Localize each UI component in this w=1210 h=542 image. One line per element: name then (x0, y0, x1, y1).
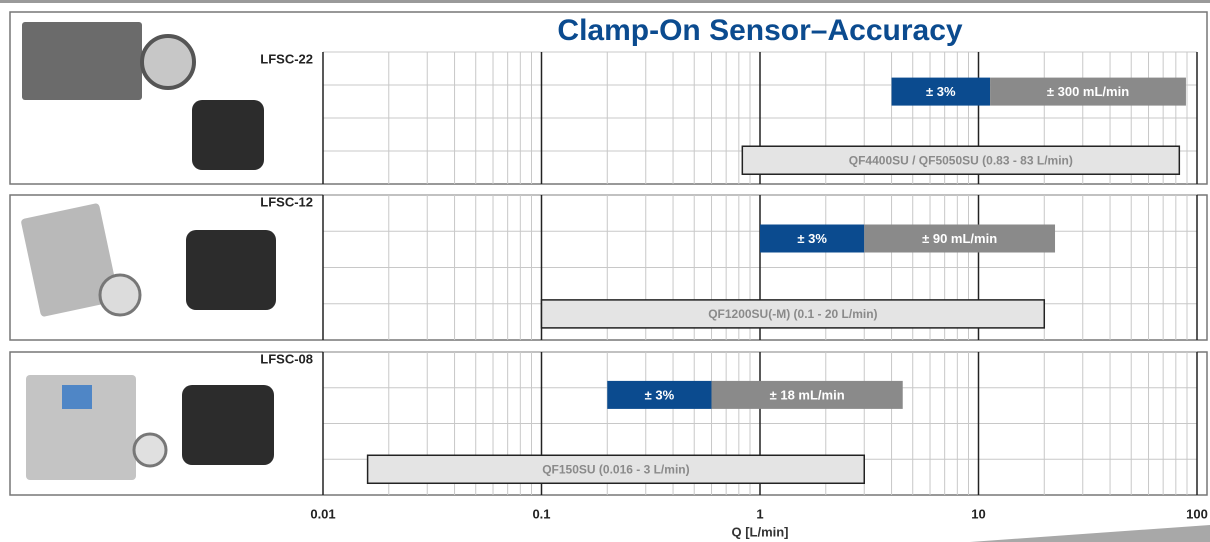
bar-label: ± 3% (797, 231, 827, 246)
chart-title: Clamp-On Sensor–Accuracy (557, 14, 962, 47)
pump-images (20, 22, 276, 480)
x-tick-label: 100 (1186, 506, 1208, 521)
top-rule (0, 0, 1210, 3)
x-tick-label: 0.1 (532, 506, 550, 521)
pump-image (134, 434, 166, 466)
x-axis-label: Q [L/min] (731, 524, 788, 539)
pump-image (182, 385, 274, 465)
pump-image (22, 22, 142, 100)
x-tick-label: 10 (971, 506, 985, 521)
chart: Clamp-On Sensor–Accuracy Q [L/min] LFSC-… (0, 0, 1210, 542)
panel-label: LFSC-08 (260, 351, 313, 366)
pump-image (192, 100, 264, 170)
pump-image (186, 230, 276, 310)
bar-label: QF1200SU(-M) (0.1 - 20 L/min) (708, 307, 877, 321)
bar-label: ± 3% (645, 387, 675, 402)
bar-label: QF4400SU / QF5050SU (0.83 - 83 L/min) (849, 153, 1073, 167)
bar-label: ± 90 mL/min (922, 231, 997, 246)
x-tick-label: 1 (756, 506, 763, 521)
panel-label: LFSC-22 (260, 51, 313, 66)
x-tick-label: 0.01 (310, 506, 335, 521)
bar-label: ± 18 mL/min (770, 387, 845, 402)
page: Clamp-On Sensor–Accuracy Q [L/min] LFSC-… (0, 0, 1210, 542)
bar-label: ± 3% (926, 84, 956, 99)
bar-label: QF150SU (0.016 - 3 L/min) (542, 462, 689, 476)
pump-image (62, 385, 92, 409)
corner-decoration (970, 525, 1210, 542)
bar-label: ± 300 mL/min (1047, 84, 1129, 99)
pump-image (142, 36, 194, 88)
panel-label: LFSC-12 (260, 194, 313, 209)
pump-image (100, 275, 140, 315)
